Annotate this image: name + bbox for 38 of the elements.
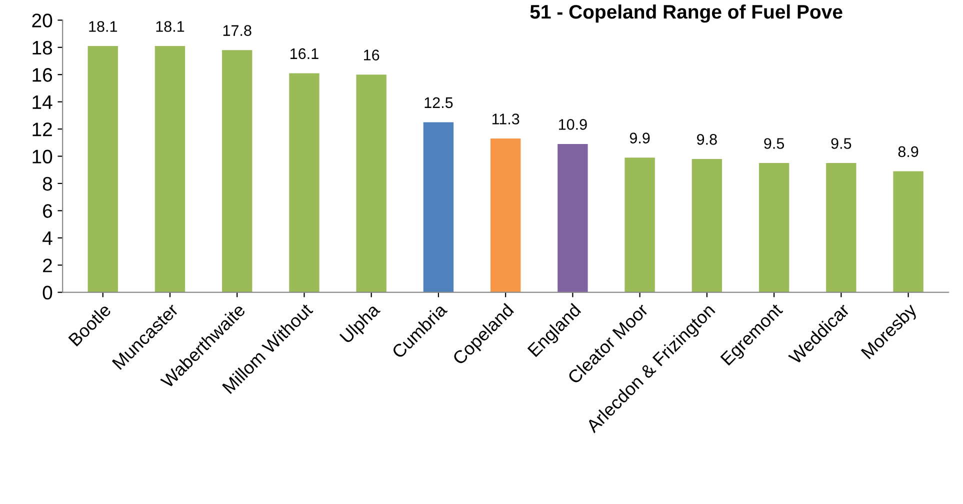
bar <box>692 158 722 292</box>
bar <box>88 46 118 292</box>
data-label: 11.3 <box>492 114 520 124</box>
bar <box>490 138 521 292</box>
data-label: 9.9 <box>630 132 650 144</box>
bar <box>289 73 320 292</box>
bar <box>356 74 386 292</box>
y-tick-label: 10 <box>32 150 52 164</box>
data-label: 17.8 <box>223 25 252 36</box>
y-tick-label: 0 <box>42 286 52 300</box>
bar <box>154 46 186 292</box>
data-label: 18.1 <box>89 21 117 32</box>
data-label: 16.1 <box>290 48 318 60</box>
data-label: 10.9 <box>558 119 587 130</box>
bar <box>222 50 252 292</box>
data-label: 12.5 <box>424 97 453 108</box>
y-tick-label: 8 <box>42 176 52 191</box>
bar <box>558 144 588 292</box>
bar <box>758 163 790 292</box>
bar <box>826 163 856 292</box>
y-tick-label: 2 <box>43 258 52 272</box>
bar <box>893 171 924 292</box>
y-tick-label: 14 <box>32 95 52 109</box>
bar <box>423 122 454 292</box>
y-tick-label: 20 <box>32 14 52 28</box>
data-label: 16 <box>364 50 380 60</box>
y-tick-label: 4 <box>42 232 52 245</box>
data-label: 18.1 <box>156 21 184 32</box>
data-label: 9.8 <box>697 134 717 145</box>
bar <box>624 158 655 292</box>
y-tick-label: 18 <box>32 40 52 55</box>
y-tick-label: 16 <box>32 68 52 82</box>
data-label: 8.9 <box>898 146 918 158</box>
chart-title: 51 - Copeland Range of Fuel Pove <box>530 4 842 23</box>
data-label: 9.5 <box>764 138 784 149</box>
y-tick-label: 6 <box>43 204 52 218</box>
y-tick-label: 12 <box>32 122 52 136</box>
data-label: 9.5 <box>831 138 852 149</box>
